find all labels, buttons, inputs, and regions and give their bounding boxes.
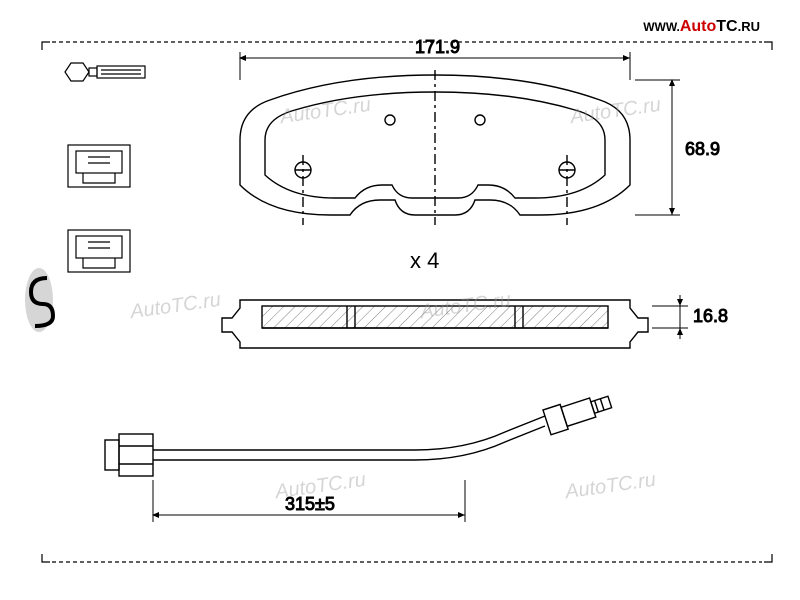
clip1-icon (68, 145, 130, 187)
dim-thickness: 16.8 (652, 295, 728, 339)
bolt-icon (65, 63, 145, 81)
drawing-svg: 171.9 68.9 x 4 16.8 (10, 10, 790, 590)
brake-pad-edge (222, 300, 648, 348)
brake-pad-face (240, 70, 630, 225)
url-tc: TC (716, 18, 737, 35)
clip2-icon (68, 230, 130, 272)
url-prefix: WWW. (643, 20, 680, 34)
brand-mark (25, 268, 53, 332)
dim-height: 68.9 (635, 80, 720, 215)
quantity-label: x 4 (410, 248, 439, 273)
sensor-cable (105, 390, 614, 476)
technical-drawing: 171.9 68.9 x 4 16.8 (10, 10, 790, 590)
url-suffix: .RU (738, 19, 760, 34)
dim-thickness-label: 16.8 (693, 306, 728, 326)
site-url: WWW.AutoTC.RU (643, 18, 760, 36)
dim-width-label: 171.9 (415, 37, 460, 57)
dim-cable: 315±5 (153, 480, 465, 522)
frame (42, 42, 772, 562)
dim-height-label: 68.9 (685, 139, 720, 159)
url-brand: Auto (680, 18, 716, 35)
dim-cable-label: 315±5 (285, 494, 335, 514)
